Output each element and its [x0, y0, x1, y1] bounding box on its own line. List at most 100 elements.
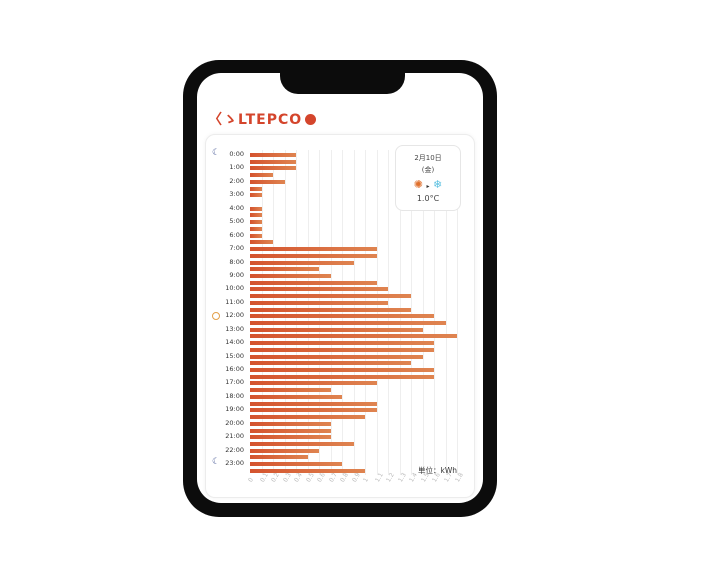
bar-3:00: [250, 193, 262, 198]
bar-18:00: [250, 394, 342, 399]
gridline: [261, 150, 263, 475]
y-tick-label: 3:00: [229, 190, 244, 199]
y-tick-label: 20:00: [225, 418, 244, 427]
bar-4:30: [250, 213, 262, 218]
y-tick-label: 5:00: [229, 217, 244, 226]
y-tick-label: 14:00: [225, 338, 244, 347]
bar-13:00: [250, 327, 423, 332]
bar-13:30: [250, 334, 457, 339]
logo-badge: [305, 113, 317, 125]
gridline: [330, 150, 332, 475]
bar-12:30: [250, 321, 446, 325]
bar-20:00: [250, 421, 331, 426]
y-tick-label: 18:00: [225, 391, 244, 400]
sun-icon: [212, 312, 220, 321]
y-tick-label: 0:00: [229, 150, 244, 158]
weather-date: 2月10日: [414, 154, 442, 162]
y-tick-label: 9:00: [229, 270, 244, 279]
bar-1:30: [250, 173, 273, 178]
bar-12:00: [250, 314, 434, 319]
bar-0:00: [250, 153, 296, 157]
gridline: [353, 150, 355, 475]
y-tick-label: 12:00: [225, 311, 244, 320]
gridline: [399, 150, 401, 475]
bar-16:30: [250, 374, 434, 379]
y-tick-label: 19:00: [225, 405, 244, 414]
gridline: [376, 150, 378, 475]
bar-7:00: [250, 247, 377, 252]
bar-17:00: [250, 381, 377, 386]
y-tick-label: 1:00: [229, 163, 244, 172]
y-tick-label: 22:00: [225, 445, 244, 454]
y-tick-label: 23:00: [225, 459, 244, 468]
gridline: [284, 150, 286, 475]
bar-7:30: [250, 253, 377, 258]
bar-17:30: [250, 388, 331, 393]
bar-22:30: [250, 455, 308, 460]
moon-icon: ☾: [212, 457, 221, 468]
y-tick-label: 15:00: [225, 351, 244, 360]
bar-0:30: [250, 159, 296, 164]
bar-2:00: [250, 179, 285, 184]
snowflake-icon: ❄: [433, 178, 443, 191]
gridline: [388, 150, 389, 475]
bar-14:00: [250, 341, 434, 346]
bar-4:00: [250, 206, 262, 211]
arrow-right-icon: ▸: [426, 183, 430, 190]
bar-11:30: [250, 307, 411, 312]
y-tick-label: 6:00: [229, 230, 244, 239]
bar-15:30: [250, 361, 411, 366]
bar-22:00: [250, 448, 319, 453]
weather-weekday: (金): [421, 166, 435, 174]
bar-10:30: [250, 294, 411, 299]
y-tick-label: 11:00: [225, 297, 244, 306]
y-tick-label: 7:00: [229, 244, 244, 253]
gridline: [296, 150, 297, 475]
y-tick-label: 10:00: [225, 284, 244, 293]
bar-14:30: [250, 347, 434, 352]
bar-20:30: [250, 428, 331, 433]
bar-2:30: [250, 186, 262, 191]
bar-11:00: [250, 300, 388, 305]
y-tick-label: 4:00: [229, 203, 244, 212]
gridline: [273, 150, 274, 475]
gridline: [434, 150, 435, 475]
bar-1:00: [250, 166, 296, 171]
bar-15:00: [250, 354, 423, 359]
bar-19:30: [250, 415, 365, 420]
bar-21:30: [250, 441, 354, 446]
bar-5:30: [250, 226, 262, 231]
bar-6:30: [250, 240, 273, 245]
moon-icon: ☾: [212, 148, 221, 158]
gridline: [365, 150, 366, 475]
bar-10:00: [250, 287, 388, 292]
bar-5:00: [250, 220, 262, 225]
unit-label: 単位：kWh: [418, 466, 458, 475]
bar-9:00: [250, 273, 331, 278]
bar-6:00: [250, 233, 262, 238]
bar-9:30: [250, 280, 377, 285]
gridline: [411, 150, 412, 475]
tepco-logo: 〈ゝLTEPCO: [208, 109, 317, 129]
bar-18:30: [250, 401, 377, 406]
y-tick-label: 13:00: [225, 324, 244, 333]
bar-21:00: [250, 435, 331, 440]
y-tick-label: 16:00: [225, 365, 244, 374]
y-tick-label: 2:00: [229, 176, 244, 185]
gridline: [319, 150, 320, 475]
y-tick-label: 8:00: [229, 257, 244, 266]
bar-16:00: [250, 368, 434, 373]
bar-23:00: [250, 462, 342, 467]
phone-notch: [280, 60, 405, 94]
logo-text: 〈ゝLTEPCO: [208, 112, 303, 128]
gridline: [342, 150, 343, 475]
bar-8:30: [250, 267, 319, 272]
y-tick-label: 21:00: [225, 432, 244, 441]
gridline: [422, 150, 424, 475]
sun-icon: ✺: [413, 178, 423, 191]
bar-8:00: [250, 260, 354, 265]
weather-temperature: 1.0°C: [416, 194, 440, 203]
gridline: [457, 150, 458, 475]
bar-23:30: [250, 468, 365, 473]
y-tick-label: 17:00: [225, 378, 244, 387]
